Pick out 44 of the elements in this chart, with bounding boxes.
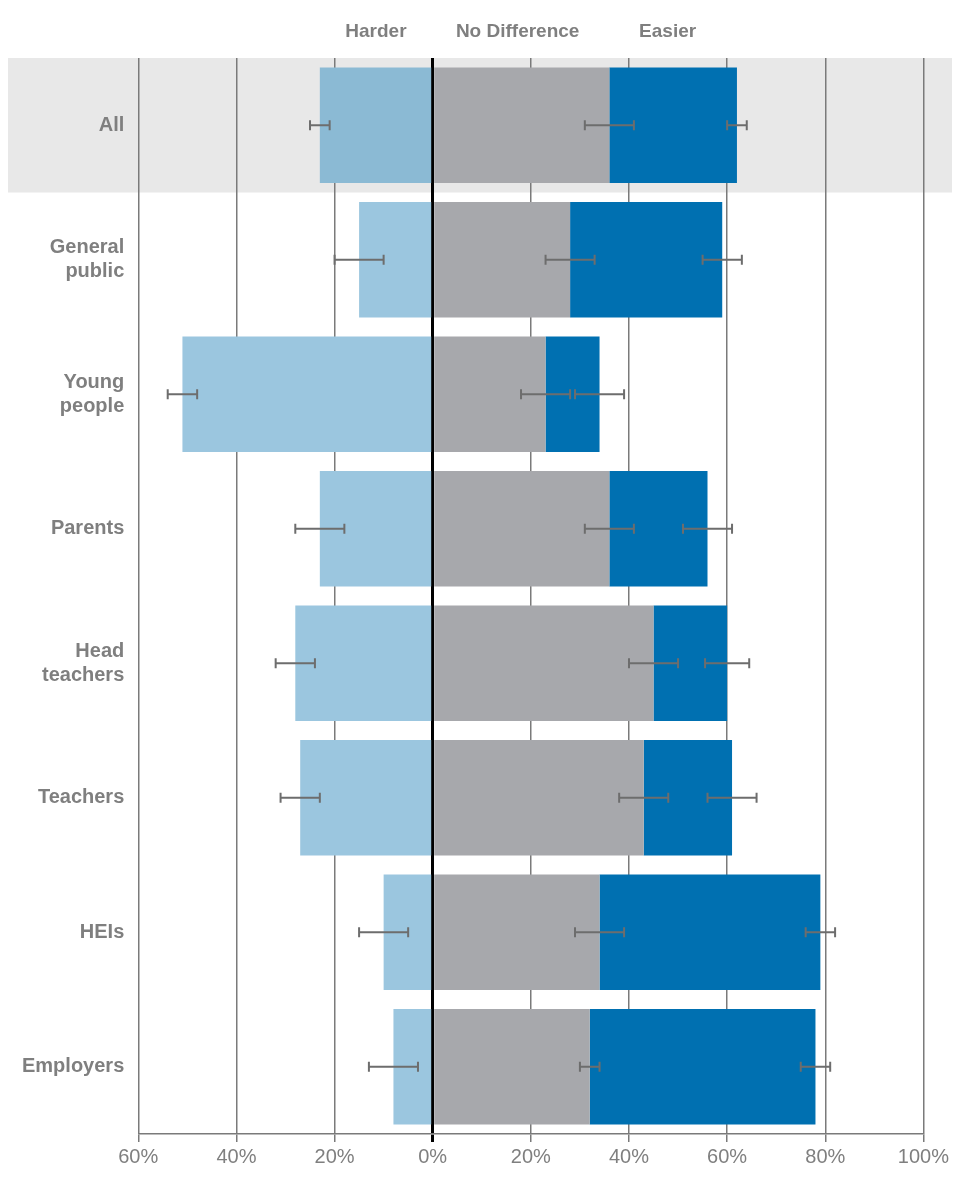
bar (545, 336, 600, 453)
series-label: Easier (639, 20, 697, 42)
x-tick-label: 80% (805, 1144, 846, 1167)
x-tick-label: 0% (418, 1144, 448, 1167)
series-label: Harder (345, 20, 408, 42)
bar (434, 201, 571, 318)
bar (393, 1008, 432, 1125)
x-tick-label: 20% (510, 1144, 552, 1167)
x-tick-label: 100% (897, 1144, 950, 1167)
bar (643, 739, 733, 856)
bar (319, 470, 432, 587)
x-tick-label: 20% (314, 1144, 355, 1167)
bar (589, 1008, 816, 1125)
x-tick-label: 40% (608, 1144, 650, 1167)
bar (653, 605, 728, 722)
bar (319, 67, 432, 184)
y-tick-label: Parents (50, 516, 125, 539)
bar (609, 67, 737, 184)
bar (434, 336, 546, 453)
y-tick-label: Young people (59, 369, 125, 416)
x-tick-label: 60% (118, 1144, 159, 1167)
y-tick-label: Head teachers (41, 638, 125, 685)
bar (434, 1008, 590, 1125)
y-tick-label: All (98, 112, 125, 135)
y-tick-label: Teachers (37, 785, 125, 808)
bar (434, 605, 654, 722)
x-tick-label: 40% (216, 1144, 257, 1167)
bar (570, 201, 723, 318)
bar (359, 201, 432, 318)
y-tick-label: HEIs (79, 919, 125, 942)
bar (599, 874, 821, 991)
bar (295, 605, 432, 722)
bar (434, 874, 600, 991)
y-tick-label: General public (49, 235, 125, 282)
bar (383, 874, 432, 991)
bar (434, 739, 644, 856)
x-tick-label: 60% (707, 1144, 748, 1167)
bar (182, 336, 432, 453)
bar (300, 739, 432, 856)
bar (434, 470, 610, 587)
bar (434, 67, 610, 184)
series-label: No Difference (455, 20, 580, 42)
bar (609, 470, 708, 587)
y-tick-label: Employers (22, 1054, 125, 1077)
